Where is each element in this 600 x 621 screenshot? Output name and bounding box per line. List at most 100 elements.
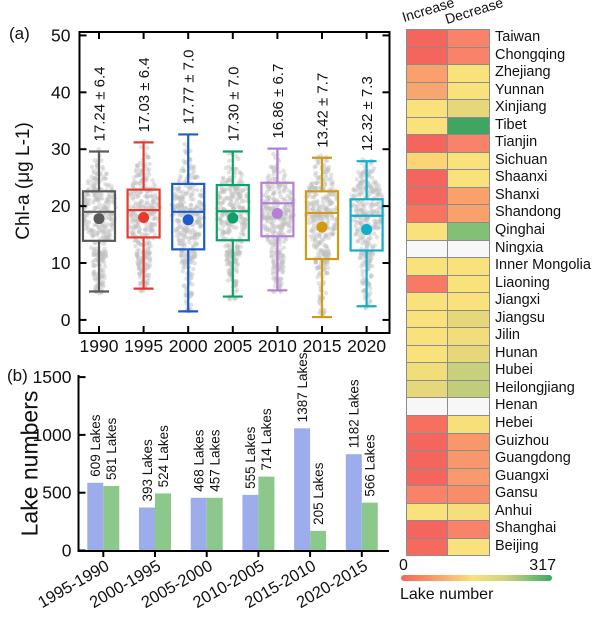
scatter-dot: [281, 219, 286, 224]
scatter-dot: [94, 253, 99, 258]
bar-label-decrease-2005-2000: 457 Lakes: [208, 429, 223, 492]
scatter-dot: [235, 249, 241, 254]
scatter-dot: [281, 259, 286, 264]
scatter-dot: [329, 172, 334, 177]
scatter-dot: [240, 216, 245, 221]
scatter-dot: [137, 204, 143, 210]
scatter-dot: [281, 189, 287, 194]
scatter-dot: [105, 196, 111, 201]
scatter-dot: [265, 225, 270, 230]
scatter-dot: [238, 244, 243, 249]
scatter-dot: [317, 270, 322, 276]
scatter-dot: [92, 176, 98, 181]
scatter-dot: [188, 275, 193, 281]
scatter-dot: [329, 181, 334, 187]
scatter-dot: [86, 230, 92, 235]
scatter-dot: [186, 236, 191, 241]
y-tick-label-1000: 1000: [33, 425, 72, 445]
scatter-dot: [219, 201, 225, 206]
scatter-dot: [224, 256, 230, 262]
scatter-dot: [91, 252, 97, 257]
heatmap-cell-beijing-decrease: [448, 538, 490, 557]
scatter-dot: [195, 203, 200, 208]
scatter-dot: [137, 201, 143, 207]
scatter-dot: [268, 164, 273, 170]
scatter-dot: [191, 244, 196, 249]
scatter-dot: [289, 225, 294, 230]
scatter-dot: [147, 210, 152, 216]
scatter-dot: [313, 259, 319, 265]
scatter-dot: [281, 174, 287, 179]
colorbar-title: Lake number: [400, 586, 494, 603]
scatter-dot: [139, 259, 144, 265]
scatter-dot: [101, 241, 106, 247]
heatmap-cell-sichuan-increase: [407, 152, 448, 171]
scatter-dot: [147, 161, 152, 167]
scatter-dot: [104, 235, 109, 240]
scatter-dot: [239, 225, 245, 230]
scatter-dot: [271, 151, 276, 157]
scatter-dot: [360, 261, 365, 266]
scatter-dot: [138, 144, 144, 150]
scatter-dot: [145, 262, 150, 267]
scatter-dot: [310, 216, 316, 221]
scatter-dot: [315, 198, 320, 204]
scatter-dot: [234, 256, 239, 261]
scatter-dot: [373, 202, 378, 207]
scatter-dot: [91, 249, 97, 254]
bar-increase-2020-2015: [345, 454, 362, 551]
scatter-dot: [358, 191, 363, 196]
scatter-dot: [190, 172, 195, 177]
scatter-dot: [138, 198, 143, 204]
scatter-dot: [288, 204, 293, 210]
scatter-dot: [130, 184, 135, 189]
scatter-dot: [146, 264, 151, 270]
heatmap-cell-tibet-increase: [407, 117, 448, 136]
scatter-dot: [221, 189, 226, 195]
scatter-dot: [226, 196, 231, 201]
scatter-dot: [271, 172, 276, 177]
scatter-dot: [264, 219, 270, 224]
scatter-dot: [138, 242, 143, 247]
scatter-dot: [268, 206, 273, 211]
scatter-dot: [265, 185, 270, 190]
scatter-dot: [379, 192, 384, 197]
scatter-dot: [105, 183, 110, 188]
scatter-dot: [262, 223, 267, 228]
scatter-dot: [272, 265, 277, 270]
scatter-dot: [223, 253, 229, 258]
scatter-dot: [236, 156, 241, 162]
scatter-dot: [377, 218, 382, 223]
scatter-dot: [190, 282, 195, 287]
scatter-dot: [233, 282, 239, 288]
scatter-dot: [307, 185, 312, 190]
scatter-dot: [328, 208, 333, 213]
scatter-dot: [188, 302, 194, 307]
scatter-dot: [366, 282, 372, 287]
scatter-dot: [278, 256, 284, 261]
scatter-dot: [151, 228, 156, 233]
scatter-dot: [132, 223, 137, 228]
scatter-dot: [145, 246, 151, 252]
scatter-dot: [89, 183, 95, 188]
scatter-dot: [146, 275, 151, 281]
scatter-dot: [311, 195, 317, 200]
scatter-dot: [331, 227, 336, 232]
scatter-dot: [198, 215, 203, 221]
scatter-dot: [241, 232, 246, 237]
scatter-dot: [269, 254, 274, 259]
scatter-dot: [322, 308, 327, 313]
scatter-dot: [322, 250, 328, 255]
scatter-dot: [330, 200, 335, 205]
scatter-dot: [312, 199, 317, 205]
y-tick-label-50: 50: [51, 25, 71, 45]
scatter-dot: [174, 194, 179, 199]
scatter-dot: [144, 223, 149, 229]
heatmap-cell-jilin-decrease: [448, 328, 490, 346]
scatter-dot: [89, 227, 94, 233]
scatter-dot: [288, 214, 293, 219]
scatter-dot: [134, 167, 139, 172]
scatter-dot: [100, 282, 105, 287]
scatter-dot: [266, 210, 271, 215]
scatter-dot: [127, 225, 133, 230]
